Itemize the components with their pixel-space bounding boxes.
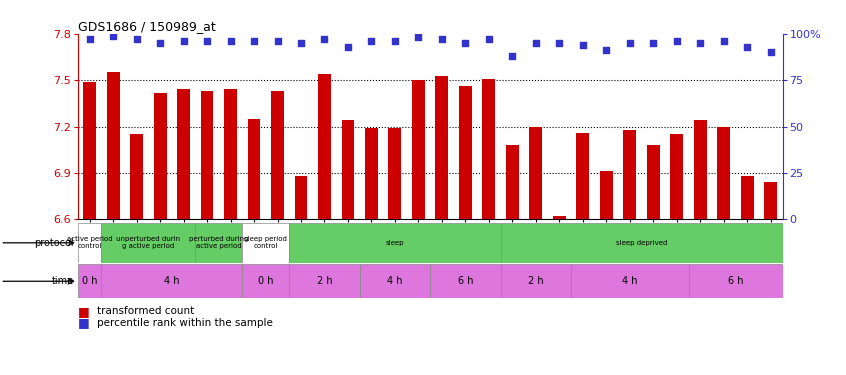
Bar bbox=[388, 128, 401, 219]
Point bbox=[646, 40, 660, 46]
Point bbox=[482, 36, 496, 42]
Bar bbox=[102, 264, 242, 298]
Point bbox=[247, 38, 261, 44]
Bar bbox=[436, 75, 448, 219]
Bar bbox=[459, 86, 472, 219]
Point bbox=[529, 40, 542, 46]
Bar bbox=[271, 91, 284, 219]
Text: ■: ■ bbox=[78, 305, 90, 318]
Bar bbox=[318, 74, 331, 219]
Point bbox=[459, 40, 472, 46]
Text: 2 h: 2 h bbox=[316, 276, 332, 286]
Bar bbox=[294, 176, 307, 219]
Bar bbox=[501, 264, 571, 298]
Point bbox=[435, 36, 448, 42]
Text: 4 h: 4 h bbox=[387, 276, 403, 286]
Bar bbox=[694, 120, 706, 219]
Bar bbox=[360, 264, 431, 298]
Text: 0 h: 0 h bbox=[258, 276, 273, 286]
Bar bbox=[553, 216, 566, 219]
Text: percentile rank within the sample: percentile rank within the sample bbox=[97, 318, 273, 327]
Point bbox=[341, 44, 354, 50]
Bar bbox=[576, 133, 590, 219]
Text: 4 h: 4 h bbox=[622, 276, 638, 286]
Point bbox=[177, 38, 190, 44]
Point bbox=[552, 40, 566, 46]
Bar bbox=[195, 223, 242, 262]
Text: ■: ■ bbox=[78, 316, 90, 329]
Bar bbox=[741, 176, 754, 219]
Bar bbox=[365, 128, 378, 219]
Point bbox=[129, 36, 143, 42]
Bar bbox=[224, 89, 237, 219]
Bar bbox=[482, 79, 496, 219]
Bar bbox=[506, 145, 519, 219]
Point bbox=[223, 38, 237, 44]
Point bbox=[388, 38, 402, 44]
Text: perturbed during
active period: perturbed during active period bbox=[189, 236, 249, 249]
Point bbox=[294, 40, 308, 46]
Bar bbox=[717, 126, 730, 219]
Point bbox=[412, 34, 426, 40]
Text: 0 h: 0 h bbox=[82, 276, 97, 286]
Bar bbox=[177, 89, 190, 219]
Bar bbox=[154, 93, 167, 219]
Bar bbox=[242, 223, 289, 262]
Bar bbox=[78, 264, 102, 298]
Point bbox=[271, 38, 284, 44]
Bar bbox=[201, 91, 213, 219]
Bar bbox=[83, 82, 96, 219]
Bar bbox=[647, 145, 660, 219]
Point bbox=[670, 38, 684, 44]
Point bbox=[365, 38, 378, 44]
Bar bbox=[571, 264, 689, 298]
Point bbox=[576, 42, 590, 48]
Bar bbox=[431, 264, 501, 298]
Text: GDS1686 / 150989_at: GDS1686 / 150989_at bbox=[78, 20, 216, 33]
Text: 6 h: 6 h bbox=[458, 276, 473, 286]
Bar bbox=[624, 130, 636, 219]
Text: sleep: sleep bbox=[386, 240, 404, 246]
Text: time: time bbox=[52, 276, 74, 286]
Text: sleep deprived: sleep deprived bbox=[616, 240, 667, 246]
Point bbox=[717, 38, 731, 44]
Text: active period
control: active period control bbox=[67, 236, 113, 249]
Point bbox=[694, 40, 707, 46]
Bar bbox=[107, 72, 119, 219]
Point bbox=[318, 36, 332, 42]
Point bbox=[153, 40, 167, 46]
Point bbox=[600, 48, 613, 54]
Bar bbox=[530, 126, 542, 219]
Bar bbox=[342, 120, 354, 219]
Text: 4 h: 4 h bbox=[164, 276, 179, 286]
Bar bbox=[501, 223, 783, 262]
Text: 2 h: 2 h bbox=[528, 276, 544, 286]
Point bbox=[506, 53, 519, 59]
Point bbox=[624, 40, 637, 46]
Text: unperturbed durin
g active period: unperturbed durin g active period bbox=[116, 236, 180, 249]
Point bbox=[201, 38, 214, 44]
Point bbox=[740, 44, 754, 50]
Bar bbox=[600, 171, 613, 219]
Bar bbox=[689, 264, 783, 298]
Bar bbox=[289, 223, 501, 262]
Bar bbox=[78, 223, 102, 262]
Text: protocol: protocol bbox=[34, 238, 74, 248]
Text: sleep period
control: sleep period control bbox=[244, 236, 287, 249]
Point bbox=[764, 50, 777, 55]
Bar bbox=[130, 134, 143, 219]
Text: transformed count: transformed count bbox=[97, 306, 195, 316]
Bar bbox=[412, 80, 425, 219]
Bar bbox=[242, 264, 289, 298]
Bar bbox=[102, 223, 195, 262]
Point bbox=[107, 33, 120, 39]
Bar bbox=[289, 264, 360, 298]
Bar bbox=[248, 119, 261, 219]
Point bbox=[83, 36, 96, 42]
Bar bbox=[764, 182, 777, 219]
Bar bbox=[670, 134, 684, 219]
Text: 6 h: 6 h bbox=[728, 276, 744, 286]
